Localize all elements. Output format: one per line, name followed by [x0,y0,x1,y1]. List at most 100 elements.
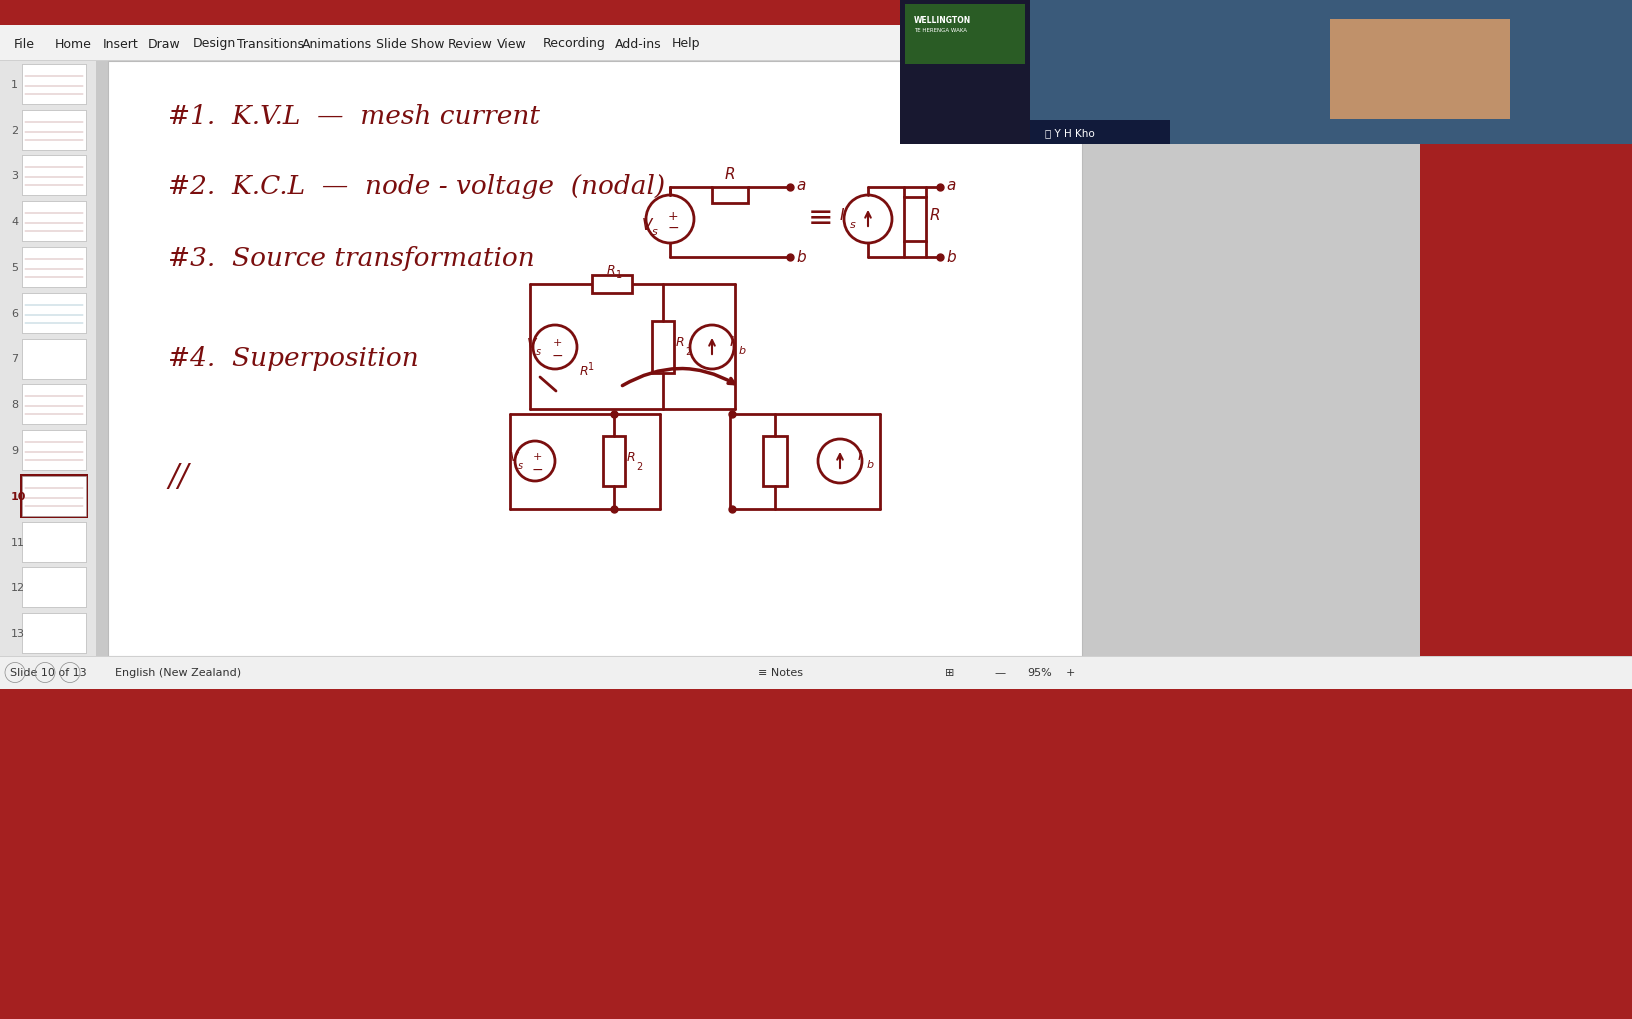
Text: ≡: ≡ [808,204,834,232]
Text: 2: 2 [636,462,643,472]
Text: Design: Design [193,38,237,51]
Text: a: a [947,177,955,193]
Text: R: R [676,336,685,350]
Text: 2: 2 [11,125,18,136]
Bar [904,198,925,242]
Text: V: V [527,336,537,351]
Bar [1030,0,1632,145]
Bar [1030,121,1170,145]
Text: I: I [858,448,862,463]
Text: 1: 1 [615,270,622,280]
Text: 12: 12 [11,583,24,593]
Text: ⊞: ⊞ [945,667,955,678]
Text: R: R [930,207,940,222]
Bar [21,202,86,242]
Text: #2.  K.C.L  —  node - voltage  (nodal): #2. K.C.L — node - voltage (nodal) [168,174,666,199]
Text: V: V [641,217,653,232]
Bar [899,0,1632,145]
Text: s: s [517,461,524,471]
Text: 7: 7 [11,355,18,364]
Text: Speaking: Y H Kho;: Speaking: Y H Kho; [1005,6,1124,19]
Bar [0,25,1420,62]
Bar [21,248,86,287]
Text: b: b [796,251,806,265]
Text: −: − [667,221,679,234]
Text: 6: 6 [11,309,18,318]
Bar [21,385,86,425]
Text: −: − [552,348,563,363]
Text: Animations: Animations [302,38,372,51]
Text: 2: 2 [685,346,692,357]
Text: 1: 1 [11,79,18,90]
Bar [21,293,86,333]
Bar [21,110,86,151]
Text: #3.  Source transformation: #3. Source transformation [168,246,535,271]
Text: 1: 1 [588,362,594,372]
Text: WELLINGTON: WELLINGTON [914,16,971,25]
Bar [21,568,86,607]
Text: Slide 10 of 13: Slide 10 of 13 [10,667,86,678]
Text: s: s [850,220,855,229]
Bar [96,62,1420,656]
Bar [1330,20,1510,120]
Text: V: V [509,451,517,464]
Text: −: − [530,463,543,477]
Text: b: b [739,345,746,356]
Text: Recording: Recording [543,38,605,51]
Text: +: + [532,451,542,462]
Text: I: I [730,334,734,348]
Bar [20,474,88,519]
Text: File: File [15,38,34,51]
Text: R: R [607,264,615,277]
Text: Home: Home [55,38,91,51]
Text: #4.  Superposition: #4. Superposition [168,345,419,371]
Bar [0,656,1632,689]
Text: Review: Review [449,38,493,51]
Text: Transitions: Transitions [237,38,304,51]
Text: R: R [627,451,635,464]
Text: +: + [552,337,561,347]
Bar [21,613,86,653]
Text: +: + [1066,667,1075,678]
Text: +: + [667,209,679,222]
Text: 5: 5 [11,263,18,273]
Text: #1.  K.V.L  —  mesh current: #1. K.V.L — mesh current [168,104,540,128]
Bar [0,0,1632,25]
Text: TE HERENGA WAKA: TE HERENGA WAKA [914,28,968,33]
Text: ≡ Notes: ≡ Notes [757,667,803,678]
Text: Draw: Draw [149,38,181,51]
Bar [21,339,86,379]
Text: b: b [867,460,875,470]
Bar [592,276,632,293]
Text: a: a [796,177,805,193]
Text: English (New Zealand): English (New Zealand) [114,667,242,678]
Bar [21,65,86,105]
Bar [21,522,86,562]
Text: I: I [840,207,844,222]
Text: 3: 3 [11,171,18,181]
Text: Add-ins: Add-ins [615,38,661,51]
Text: Slide Show: Slide Show [375,38,444,51]
Text: R: R [725,167,736,181]
Bar [764,436,787,486]
Text: s: s [653,227,658,236]
Text: s: s [535,346,542,357]
Text: 4: 4 [11,217,18,227]
Bar [906,5,1025,65]
Text: View: View [498,38,527,51]
Text: 10: 10 [11,491,26,501]
Text: 8: 8 [11,399,18,410]
Bar [108,62,1082,656]
Text: 13: 13 [11,629,24,639]
Text: 9: 9 [11,445,18,455]
Bar [21,431,86,471]
Text: —: — [994,667,1005,678]
Bar [653,322,674,374]
Text: Insert: Insert [103,38,139,51]
Text: R: R [579,365,589,378]
Bar [712,187,747,204]
Bar [602,436,625,486]
Text: b: b [947,251,956,265]
Text: Help: Help [672,38,700,51]
Bar [21,156,86,197]
